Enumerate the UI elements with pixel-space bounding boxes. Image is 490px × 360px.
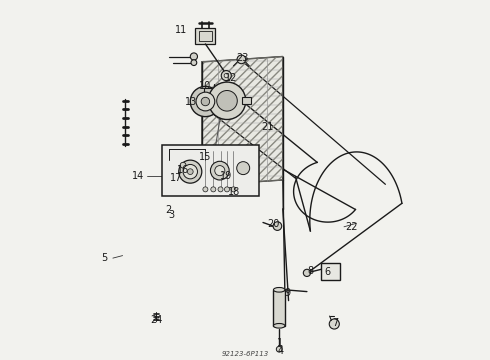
Circle shape	[196, 92, 215, 111]
Text: 14: 14	[132, 171, 144, 181]
Bar	[199, 31, 212, 41]
Text: 6: 6	[325, 267, 331, 277]
Polygon shape	[202, 57, 283, 185]
Circle shape	[237, 55, 245, 64]
Text: 9: 9	[284, 288, 291, 298]
Circle shape	[231, 187, 236, 192]
Circle shape	[217, 90, 237, 111]
Text: 1: 1	[277, 338, 283, 348]
Bar	[273, 290, 285, 326]
Text: 19: 19	[220, 171, 232, 181]
Circle shape	[187, 169, 193, 175]
Ellipse shape	[273, 324, 285, 328]
Text: 23: 23	[236, 53, 248, 63]
Circle shape	[210, 161, 229, 180]
Text: 7: 7	[333, 318, 339, 328]
Circle shape	[215, 166, 225, 176]
Text: 24: 24	[150, 315, 163, 325]
Text: 8: 8	[307, 266, 314, 276]
Text: 16: 16	[177, 165, 189, 175]
Bar	[203, 98, 209, 104]
Text: 18: 18	[228, 186, 240, 197]
Text: 13: 13	[185, 96, 197, 107]
Circle shape	[329, 319, 339, 329]
Circle shape	[208, 82, 245, 120]
Circle shape	[237, 162, 250, 175]
Circle shape	[224, 73, 228, 78]
Circle shape	[221, 71, 231, 81]
Bar	[321, 263, 340, 280]
Text: 10: 10	[199, 81, 212, 91]
Text: 20: 20	[267, 219, 279, 229]
Text: 4: 4	[277, 346, 283, 356]
Text: 15: 15	[199, 152, 212, 162]
Circle shape	[211, 187, 216, 192]
Text: 92123-6P113: 92123-6P113	[221, 351, 269, 357]
Circle shape	[190, 53, 197, 60]
Circle shape	[180, 162, 186, 168]
Text: 11: 11	[175, 24, 187, 35]
Text: 12: 12	[225, 73, 238, 84]
Text: 22: 22	[345, 222, 357, 232]
Circle shape	[276, 346, 282, 352]
Text: 17: 17	[170, 173, 182, 183]
Circle shape	[190, 86, 220, 117]
Text: 2: 2	[165, 205, 171, 215]
Ellipse shape	[273, 288, 285, 292]
Circle shape	[273, 222, 282, 230]
Text: 5: 5	[101, 253, 107, 263]
Circle shape	[203, 187, 208, 192]
Text: 21: 21	[261, 122, 273, 132]
Text: 3: 3	[169, 210, 174, 220]
Bar	[196, 28, 216, 44]
Circle shape	[179, 160, 202, 183]
Circle shape	[191, 60, 197, 66]
Circle shape	[303, 269, 311, 276]
Circle shape	[224, 187, 229, 192]
Circle shape	[218, 187, 223, 192]
Circle shape	[183, 165, 197, 179]
Bar	[162, 145, 259, 196]
Bar	[242, 97, 251, 104]
Circle shape	[201, 97, 210, 106]
